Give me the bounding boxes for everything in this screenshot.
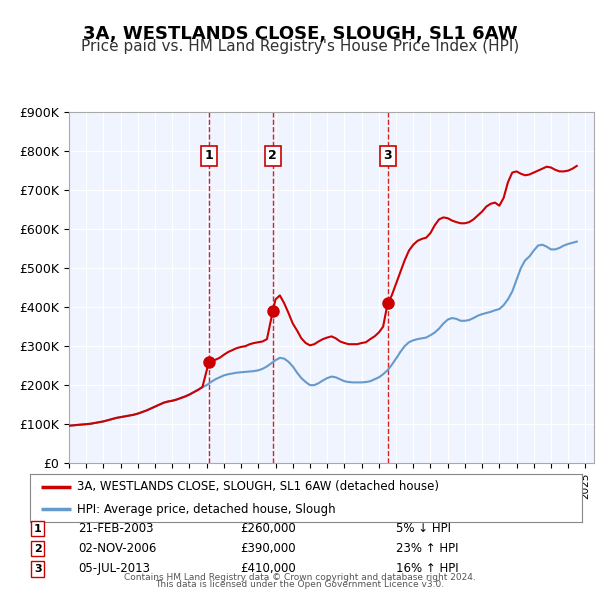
Text: 3: 3: [34, 564, 41, 573]
Text: 23% ↑ HPI: 23% ↑ HPI: [396, 542, 458, 555]
Text: This data is licensed under the Open Government Licence v3.0.: This data is licensed under the Open Gov…: [155, 581, 445, 589]
Text: Contains HM Land Registry data © Crown copyright and database right 2024.: Contains HM Land Registry data © Crown c…: [124, 573, 476, 582]
Text: 05-JUL-2013: 05-JUL-2013: [78, 562, 150, 575]
Text: 2: 2: [34, 544, 41, 553]
Text: 3A, WESTLANDS CLOSE, SLOUGH, SL1 6AW (detached house): 3A, WESTLANDS CLOSE, SLOUGH, SL1 6AW (de…: [77, 480, 439, 493]
Text: £390,000: £390,000: [240, 542, 296, 555]
Text: 3A, WESTLANDS CLOSE, SLOUGH, SL1 6AW: 3A, WESTLANDS CLOSE, SLOUGH, SL1 6AW: [83, 25, 517, 43]
Text: 16% ↑ HPI: 16% ↑ HPI: [396, 562, 458, 575]
Text: Price paid vs. HM Land Registry's House Price Index (HPI): Price paid vs. HM Land Registry's House …: [81, 39, 519, 54]
Text: 21-FEB-2003: 21-FEB-2003: [78, 522, 154, 535]
Text: 5% ↓ HPI: 5% ↓ HPI: [396, 522, 451, 535]
Text: 02-NOV-2006: 02-NOV-2006: [78, 542, 157, 555]
Text: HPI: Average price, detached house, Slough: HPI: Average price, detached house, Slou…: [77, 503, 335, 516]
Text: 2: 2: [268, 149, 277, 162]
Text: 1: 1: [34, 524, 41, 533]
Text: £410,000: £410,000: [240, 562, 296, 575]
Text: 1: 1: [205, 149, 214, 162]
Text: 3: 3: [383, 149, 392, 162]
Text: £260,000: £260,000: [240, 522, 296, 535]
